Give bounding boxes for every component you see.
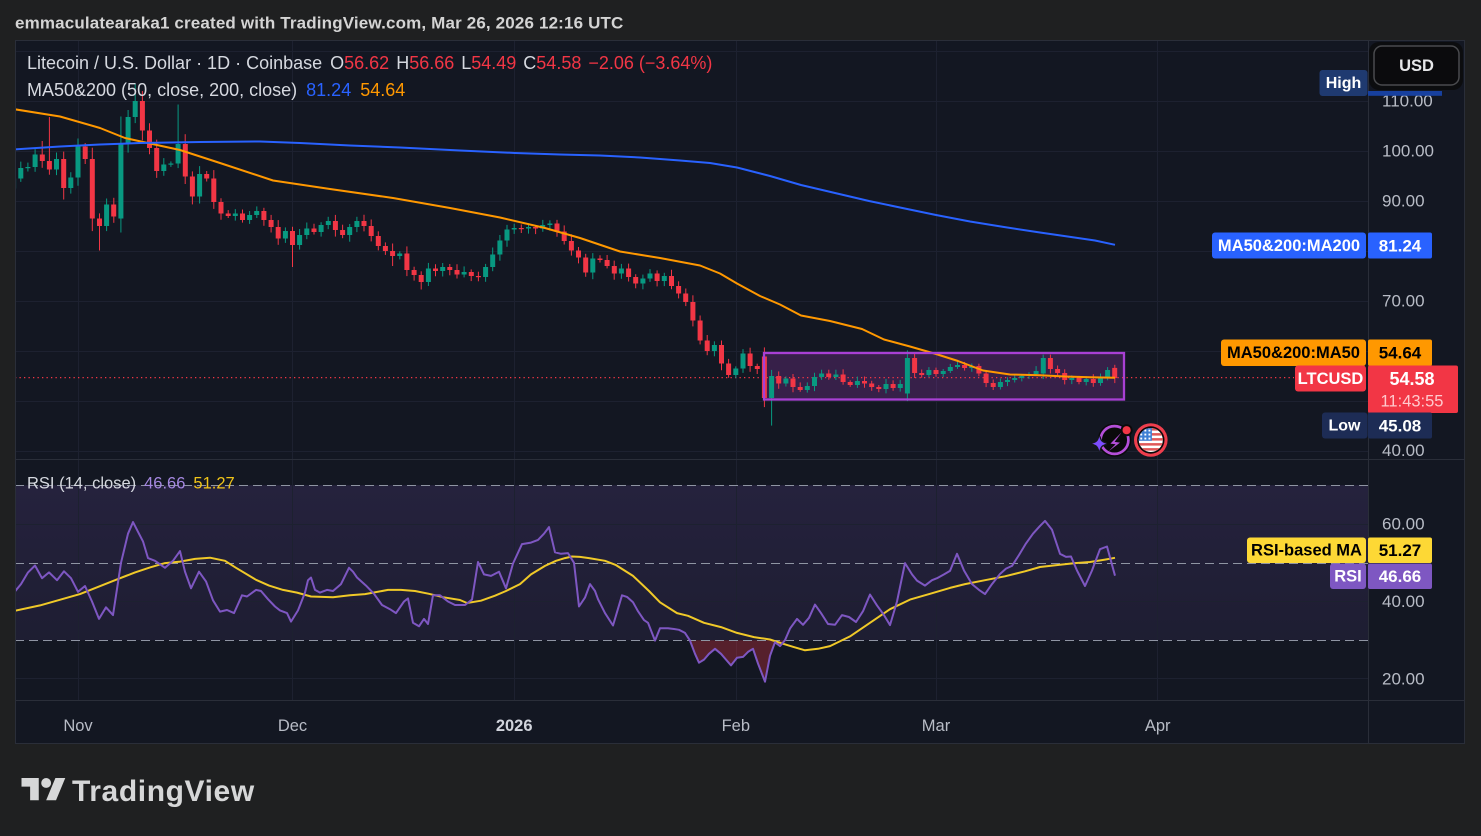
svg-text:54.64: 54.64 <box>1379 344 1422 363</box>
svg-text:51.27: 51.27 <box>1379 541 1422 560</box>
svg-text:70.00: 70.00 <box>1382 292 1425 311</box>
svg-text:MA50&200:MA50: MA50&200:MA50 <box>1227 344 1360 362</box>
svg-text:High: High <box>1326 75 1362 92</box>
svg-text:USD: USD <box>1399 57 1434 75</box>
svg-text:2026: 2026 <box>496 717 533 735</box>
svg-text:54.58: 54.58 <box>1389 369 1434 389</box>
svg-text:100.00: 100.00 <box>1382 142 1434 161</box>
svg-text:110.00: 110.00 <box>1382 92 1433 111</box>
svg-text:81.24: 81.24 <box>1379 237 1422 256</box>
svg-text:Dec: Dec <box>278 717 307 735</box>
svg-text:Feb: Feb <box>722 717 750 735</box>
svg-text:40.00: 40.00 <box>1382 441 1425 460</box>
svg-text:60.00: 60.00 <box>1382 515 1425 534</box>
svg-text:MA50&200:MA200: MA50&200:MA200 <box>1218 237 1360 255</box>
svg-text:RSI: RSI <box>1334 568 1362 586</box>
svg-text:20.00: 20.00 <box>1382 669 1425 688</box>
svg-text:40.00: 40.00 <box>1382 592 1425 611</box>
svg-text:LTCUSD: LTCUSD <box>1298 370 1364 388</box>
svg-text:90.00: 90.00 <box>1382 192 1425 211</box>
svg-text:46.66: 46.66 <box>1379 567 1422 586</box>
svg-text:Low: Low <box>1329 418 1362 435</box>
svg-text:11:43:55: 11:43:55 <box>1380 393 1443 411</box>
svg-text:Apr: Apr <box>1145 717 1171 735</box>
svg-text:MA50&200 (50, close, 200, clos: MA50&200 (50, close, 200, close) 81.24 54.… <box>27 80 405 100</box>
svg-text:TradingView: TradingView <box>72 775 255 808</box>
svg-text:Litecoin / U.S. Dollar · 1D ·: Litecoin / U.S. Dollar · 1D · Coinbase O5… <box>27 53 712 73</box>
svg-text:emmaculatearaka1 created with: emmaculatearaka1 created with TradingVie… <box>15 14 623 33</box>
svg-text:Nov: Nov <box>63 717 93 735</box>
svg-text:Mar: Mar <box>922 717 951 735</box>
svg-text:RSI-based MA: RSI-based MA <box>1251 542 1362 560</box>
svg-text:45.08: 45.08 <box>1379 417 1422 436</box>
